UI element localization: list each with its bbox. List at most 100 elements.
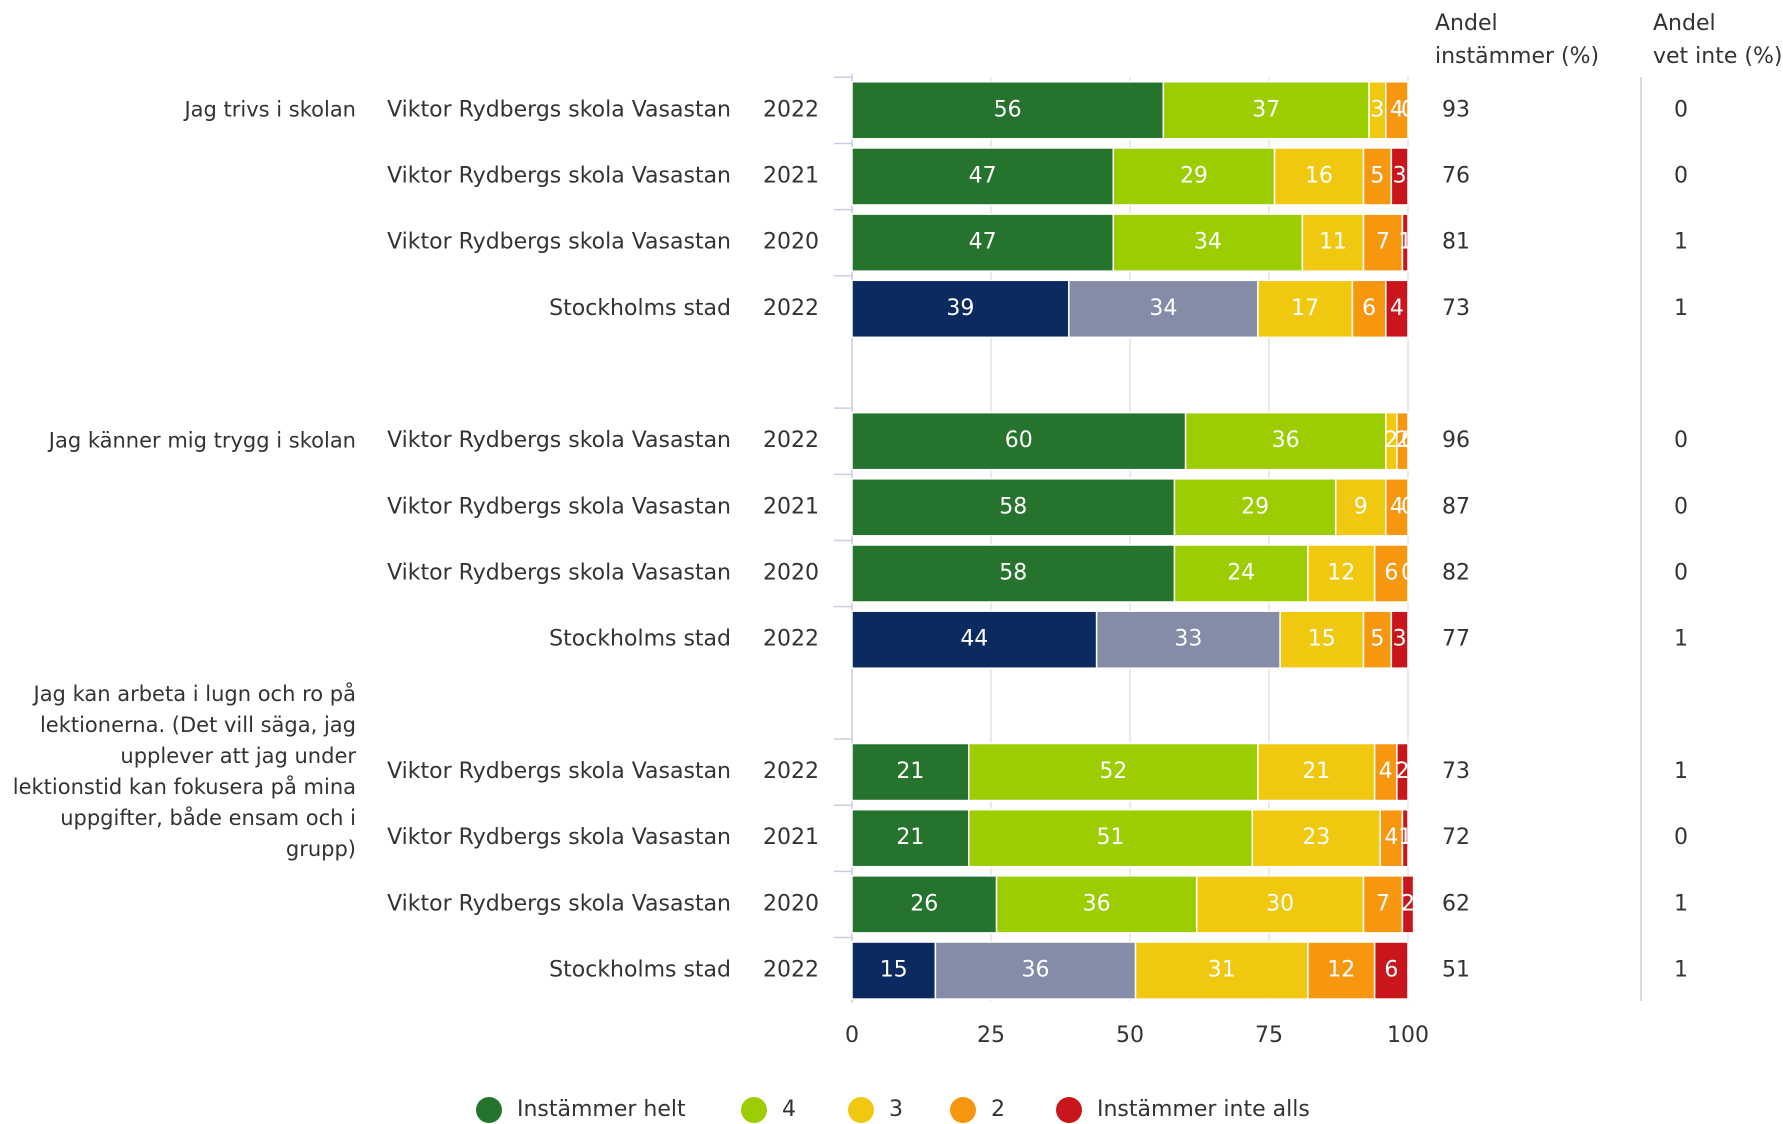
bar-segment	[1362, 147, 1393, 206]
year-label: 2022	[763, 958, 819, 983]
dont-know-value: 0	[1674, 428, 1688, 453]
bar-segment	[1390, 610, 1409, 669]
data-label: 21	[1302, 759, 1330, 784]
bar-segment	[1396, 742, 1409, 802]
x-tick-label: 100	[1387, 1023, 1429, 1048]
year-label: 2022	[763, 296, 819, 321]
data-label: 7	[1376, 891, 1390, 916]
category-label: Viktor Rydbergs skola Vasastan	[387, 97, 731, 122]
data-label: 58	[999, 561, 1027, 586]
category-label: Viktor Rydbergs skola Vasastan	[387, 494, 731, 519]
data-label: 26	[910, 891, 938, 916]
data-label: 47	[969, 230, 997, 255]
bar-segment	[1134, 941, 1309, 1000]
legend-label: Instämmer helt	[517, 1097, 686, 1122]
bar-segment	[1307, 544, 1376, 603]
bar-segment	[1112, 147, 1276, 206]
legend-marker	[741, 1097, 767, 1123]
data-label: 4	[1390, 494, 1404, 519]
year-label: 2022	[763, 97, 819, 122]
category-label: Viktor Rydbergs skola Vasastan	[387, 825, 731, 850]
agree-value: 81	[1442, 230, 1470, 255]
data-label: 4	[1390, 296, 1404, 321]
data-label: 0	[1401, 561, 1415, 586]
data-label: 11	[1319, 230, 1347, 255]
data-label: 1	[1398, 825, 1412, 850]
dont-know-value: 1	[1674, 759, 1688, 784]
bar-segment	[1112, 213, 1304, 272]
dont-know-value: 0	[1674, 163, 1688, 188]
legend-label: 2	[991, 1097, 1005, 1122]
year-label: 2021	[763, 494, 819, 519]
data-label: 2	[1395, 759, 1409, 784]
agree-value: 62	[1442, 891, 1470, 916]
column-header: Andel	[1435, 11, 1498, 36]
data-label: 29	[1180, 163, 1208, 188]
bar-segment	[1390, 147, 1409, 206]
bar-segment	[1351, 279, 1387, 339]
data-label: 3	[1393, 163, 1407, 188]
bar-segment	[1401, 808, 1409, 868]
data-label: 52	[1099, 759, 1127, 784]
bar-segment	[1385, 279, 1409, 339]
bar-segment	[968, 742, 1259, 802]
data-label: 24	[1227, 561, 1255, 586]
bar-segment	[1401, 213, 1409, 272]
agree-value: 76	[1442, 163, 1470, 188]
bar-segment	[1373, 544, 1409, 603]
x-tick-label: 75	[1255, 1023, 1283, 1048]
data-label: 6	[1362, 296, 1376, 321]
category-label: Viktor Rydbergs skola Vasastan	[387, 891, 731, 916]
bar-segment	[1162, 81, 1370, 140]
data-label: 7	[1376, 230, 1390, 255]
data-label: 16	[1305, 163, 1333, 188]
x-tick-label: 25	[977, 1023, 1005, 1048]
bar-segment	[1396, 411, 1409, 471]
data-label: 4	[1390, 97, 1404, 122]
bar-segment	[1068, 279, 1259, 339]
agree-value: 72	[1442, 825, 1470, 850]
agree-value: 87	[1442, 494, 1470, 519]
legend-marker	[1056, 1097, 1082, 1123]
legend-marker	[848, 1097, 874, 1123]
data-label: 2	[1395, 428, 1409, 453]
data-label: 5	[1370, 163, 1384, 188]
bar-segment	[995, 875, 1198, 934]
year-label: 2021	[763, 825, 819, 850]
dont-know-value: 1	[1674, 627, 1688, 652]
question-label: Jag kan arbeta i lugn och ro på lektione…	[12, 682, 356, 862]
data-label: 47	[969, 163, 997, 188]
data-label: 17	[1291, 296, 1319, 321]
dont-know-value: 1	[1674, 296, 1688, 321]
data-label: 3	[1393, 627, 1407, 652]
agree-value: 82	[1442, 561, 1470, 586]
data-label: 21	[896, 825, 924, 850]
data-label: 21	[896, 759, 924, 784]
bar-segment	[1373, 941, 1409, 1000]
data-label: 4	[1379, 759, 1393, 784]
data-label: 15	[880, 958, 908, 983]
bar-segment	[1173, 544, 1309, 603]
year-label: 2020	[763, 891, 819, 916]
dont-know-value: 0	[1674, 494, 1688, 519]
legend-marker	[950, 1097, 976, 1123]
bar-segment	[1301, 213, 1365, 272]
bar-segment	[1362, 875, 1404, 934]
dont-know-value: 1	[1674, 891, 1688, 916]
column-header: Andel	[1653, 11, 1716, 36]
data-label: 58	[999, 494, 1027, 519]
data-label: 1	[1398, 230, 1412, 255]
dont-know-value: 1	[1674, 958, 1688, 983]
data-label: 31	[1208, 958, 1236, 983]
data-label: 29	[1241, 494, 1269, 519]
data-label: 33	[1174, 627, 1202, 652]
data-label: 23	[1302, 825, 1330, 850]
data-label: 12	[1327, 561, 1355, 586]
year-label: 2022	[763, 759, 819, 784]
bar-segment	[851, 411, 1187, 471]
bar-segment	[934, 941, 1137, 1000]
data-label: 51	[1097, 825, 1125, 850]
data-label: 2	[1384, 428, 1398, 453]
